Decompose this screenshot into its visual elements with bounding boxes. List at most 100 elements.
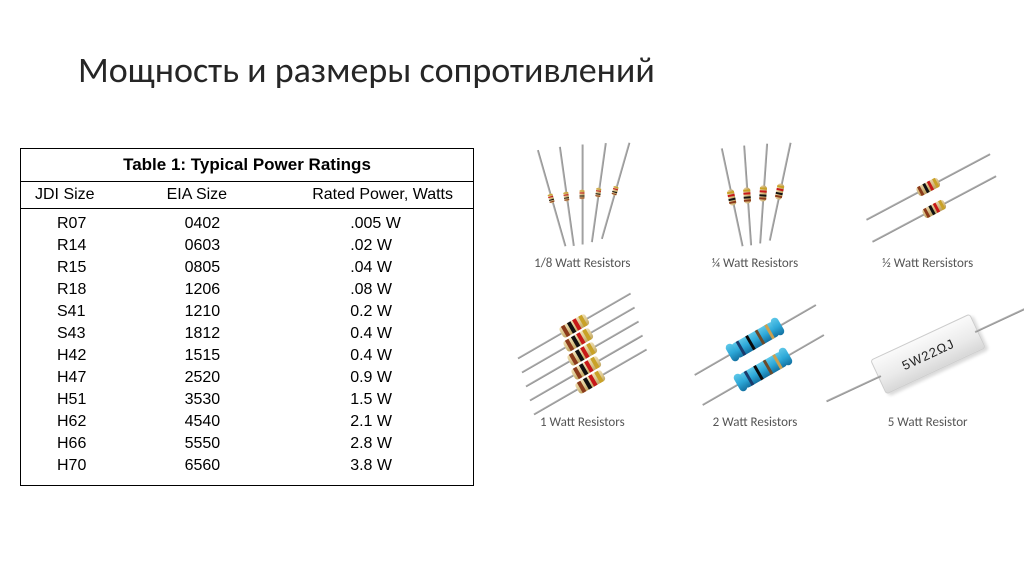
- resistor-body: [580, 190, 585, 200]
- gallery-cell-quarter-watt: ¼ Watt Resistors: [673, 140, 838, 271]
- caption-half-watt: ½ Watt Rersistors: [882, 256, 973, 271]
- table-cell: S43: [21, 323, 157, 345]
- table-cell: 0603: [157, 235, 293, 257]
- resistor-body: [775, 183, 785, 200]
- caption-quarter-watt: ¼ Watt Resistors: [712, 256, 798, 271]
- page-title: Мощность и размеры сопротивлений: [78, 48, 655, 92]
- resistor-body-blue: [736, 350, 789, 390]
- table-cell: 0402: [157, 209, 293, 236]
- table-row: S4112100.2 W: [21, 301, 473, 323]
- table-cell: 2.8 W: [292, 433, 473, 455]
- table-row: H4215150.4 W: [21, 345, 473, 367]
- color-band: [760, 190, 767, 192]
- table-cell: 1812: [157, 323, 293, 345]
- gallery-cell-eighth-watt: 1/8 Watt Resistors: [500, 140, 665, 271]
- color-band: [580, 197, 585, 198]
- resistor-body: [743, 187, 751, 203]
- color-band: [760, 187, 767, 189]
- table-cell: S41: [21, 301, 157, 323]
- resistor-item: [768, 142, 792, 240]
- table-cell: H47: [21, 367, 157, 389]
- caption-two-watt: 2 Watt Resistors: [713, 415, 798, 430]
- color-band: [596, 195, 601, 197]
- table-cell: 5550: [157, 433, 293, 455]
- table-row: R140603.02 W: [21, 235, 473, 257]
- col-header-power: Rated Power, Watts: [292, 182, 473, 209]
- table-cell: H42: [21, 345, 157, 367]
- table-cell: .005 W: [292, 209, 473, 236]
- table-cell: 1515: [157, 345, 293, 367]
- table-cell: 0.4 W: [292, 323, 473, 345]
- resistor-gallery: 1/8 Watt Resistors ¼ Watt Resistors ½ Wa…: [500, 140, 1010, 430]
- color-band: [743, 192, 750, 194]
- gallery-cell-half-watt: ½ Watt Rersistors: [845, 140, 1010, 271]
- table-cell: 2.1 W: [292, 411, 473, 433]
- color-band: [762, 359, 773, 374]
- table-row: H6245402.1 W: [21, 411, 473, 433]
- color-band: [580, 195, 585, 196]
- table-row: H6655502.8 W: [21, 433, 473, 455]
- resistor-group-eighth-watt: [505, 140, 659, 250]
- table-cell: 1.5 W: [292, 389, 473, 411]
- table-row: H7065603.8 W: [21, 455, 473, 485]
- color-band: [744, 196, 751, 198]
- table-cell: 6560: [157, 455, 293, 485]
- resistor-item: [720, 148, 744, 246]
- table-cell: .04 W: [292, 257, 473, 279]
- color-band: [743, 370, 754, 385]
- resistor-body: [759, 185, 767, 201]
- table-header-row: JDI Size EIA Size Rated Power, Watts: [21, 182, 473, 209]
- table-row: R150805.04 W: [21, 257, 473, 279]
- table-cell: 0.9 W: [292, 367, 473, 389]
- caption-one-watt: 1 Watt Resistors: [540, 415, 625, 430]
- color-band: [745, 335, 756, 350]
- resistor-group-two-watt: [678, 299, 832, 409]
- table-cell: H62: [21, 411, 157, 433]
- table-cell: R15: [21, 257, 157, 279]
- table-cell: R18: [21, 279, 157, 301]
- color-band: [580, 193, 585, 194]
- color-band: [759, 198, 766, 200]
- resistor-group-quarter-watt: [678, 140, 832, 250]
- table-cell: R14: [21, 235, 157, 257]
- table-cell: 0.2 W: [292, 301, 473, 323]
- table-row: H4725200.9 W: [21, 367, 473, 389]
- color-band: [612, 193, 617, 195]
- table-row: R070402.005 W: [21, 209, 473, 236]
- color-band: [764, 324, 775, 339]
- resistor-item: [742, 146, 752, 246]
- table-cell: H51: [21, 389, 157, 411]
- table-row: S4318120.4 W: [21, 323, 473, 345]
- color-band: [775, 195, 782, 198]
- table-cell: 3.8 W: [292, 455, 473, 485]
- color-band: [759, 194, 766, 196]
- col-header-eia: EIA Size: [157, 182, 293, 209]
- color-band: [753, 365, 764, 380]
- caption-eighth-watt: 1/8 Watt Resistors: [534, 256, 630, 271]
- table-cell: H70: [21, 455, 157, 485]
- color-band: [550, 200, 555, 202]
- resistor-group-one-watt: [505, 299, 659, 409]
- table-cell: 3530: [157, 389, 293, 411]
- color-band: [729, 201, 736, 204]
- table-row: R181206.08 W: [21, 279, 473, 301]
- table-body: R070402.005 WR140603.02 WR150805.04 WR18…: [21, 209, 473, 486]
- ceramic-body: 5W22ΩJ: [870, 314, 986, 395]
- resistor-body: [612, 185, 620, 196]
- gallery-cell-five-watt: 5W22ΩJ 5 Watt Resistor: [845, 299, 1010, 430]
- resistor-body: [595, 187, 601, 198]
- color-band: [772, 354, 783, 369]
- caption-five-watt: 5 Watt Resistor: [888, 415, 968, 430]
- resistor-body: [921, 198, 947, 218]
- col-header-jdi: JDI Size: [21, 182, 157, 209]
- table-cell: 0805: [157, 257, 293, 279]
- table-cell: 0.4 W: [292, 345, 473, 367]
- color-band: [735, 340, 746, 355]
- power-ratings-table: Table 1: Typical Power Ratings JDI Size …: [20, 148, 474, 486]
- ceramic-label: 5W22ΩJ: [871, 315, 984, 393]
- resistor-item: [581, 145, 584, 245]
- table-cell: 1206: [157, 279, 293, 301]
- table-cell: .02 W: [292, 235, 473, 257]
- table-row: H5135301.5 W: [21, 389, 473, 411]
- resistor-group-half-watt: [851, 140, 1005, 250]
